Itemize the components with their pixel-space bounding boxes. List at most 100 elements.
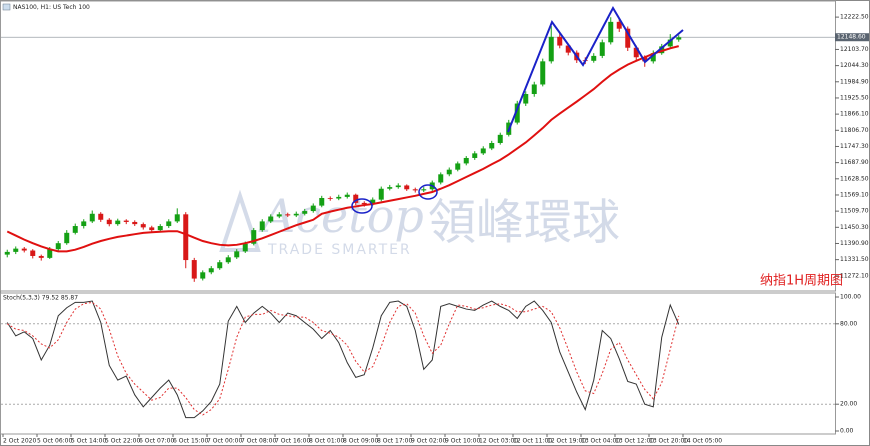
candle-body — [47, 249, 53, 258]
candle-body — [599, 42, 605, 56]
candle-body — [132, 221, 138, 225]
y-tick-label: 12044.30 — [840, 62, 869, 69]
candle-body — [472, 153, 478, 158]
x-tick-label: 8 Oct 17:00 — [377, 438, 412, 445]
y-tick-label: 12103.70 — [840, 46, 869, 53]
y-tick-label: 12222.50 — [840, 14, 869, 21]
candle-body — [13, 248, 19, 252]
candle-body — [64, 232, 70, 244]
candle-body — [55, 243, 61, 250]
candle-body — [548, 36, 554, 62]
y-tick-label: 11628.50 — [840, 175, 869, 182]
x-tick-label: 13 Oct 04:00 — [581, 438, 620, 445]
candle-body — [540, 61, 546, 85]
candle-body — [463, 157, 469, 164]
candle-body — [514, 103, 520, 123]
candle-body — [123, 220, 129, 222]
candle-body — [344, 194, 350, 197]
x-tick-label: 7 Oct 08:00 — [241, 438, 276, 445]
candle-body — [259, 221, 265, 231]
candle-body — [591, 55, 597, 61]
stoch-line — [6, 300, 680, 419]
x-tick-label: 8 Oct 01:00 — [309, 438, 344, 445]
y-tick-label: 100.00 — [840, 294, 861, 301]
candle-body — [421, 189, 427, 191]
candle-body — [38, 255, 44, 258]
candle-body — [217, 262, 223, 269]
watermark: Acetop TRADE SMARTER 領峰環球 — [219, 189, 620, 258]
candle-body — [4, 251, 10, 255]
candle-body — [200, 272, 206, 279]
y-tick-label: 11509.70 — [840, 208, 869, 215]
candle-body — [140, 224, 146, 228]
x-tick-label: 13 Oct 20:00 — [649, 438, 688, 445]
candle-body — [370, 199, 376, 205]
candle-body — [319, 197, 325, 206]
x-tick-label: 5 Oct 06:00 — [37, 438, 72, 445]
candle-body — [191, 260, 197, 279]
candle-body — [480, 148, 486, 154]
candle-body — [89, 213, 95, 222]
candle-body — [455, 163, 461, 170]
candle-body — [531, 84, 537, 95]
x-tick-label: 8 Oct 09:00 — [343, 438, 378, 445]
candle-body — [404, 185, 410, 190]
candle-body — [149, 227, 155, 231]
x-tick-label: 12 Oct 11:00 — [513, 438, 552, 445]
y-tick-label: 20.00 — [840, 401, 857, 408]
moving-average — [6, 45, 679, 253]
candle-body — [565, 45, 571, 53]
y-tick-label: 11687.90 — [840, 159, 869, 166]
y-tick-label: 11390.90 — [840, 240, 869, 247]
x-tick-label: 9 Oct 02:00 — [411, 438, 446, 445]
y-tick-label: 0.00 — [840, 428, 854, 435]
candle-body — [302, 211, 308, 214]
x-tick-label: 6 Oct 15:00 — [173, 438, 208, 445]
x-tick-label: 12 Oct 03:00 — [479, 438, 518, 445]
x-tick-label: 7 Oct 16:00 — [275, 438, 310, 445]
chart-title: NAS100, H1: US Tech 100 — [13, 4, 90, 11]
y-tick-label: 11747.30 — [840, 143, 869, 150]
candle-body — [183, 214, 189, 261]
x-tick-label: 14 Oct 05:00 — [683, 438, 722, 445]
candle-body — [557, 36, 563, 46]
candle-body — [81, 221, 87, 227]
y-tick-label: 11806.70 — [840, 127, 869, 134]
candle-body — [285, 214, 291, 216]
candle-body — [30, 250, 36, 256]
double-top-line — [507, 5, 684, 133]
x-tick-label: 7 Oct 00:00 — [207, 438, 242, 445]
candle-body — [251, 230, 257, 244]
y-tick-label: 80.00 — [840, 320, 857, 327]
y-tick-label: 11569.10 — [840, 191, 869, 198]
x-tick-label: 5 Oct 22:00 — [105, 438, 140, 445]
x-tick-label: 9 Oct 10:00 — [445, 438, 480, 445]
price-label-box — [835, 33, 869, 42]
candle-body — [353, 194, 359, 203]
circle-mark — [418, 184, 438, 200]
candle-body — [387, 187, 393, 189]
candle-body — [327, 197, 333, 199]
circle-mark — [351, 198, 373, 214]
candle-body — [659, 46, 665, 54]
stoch-panel — [0, 292, 836, 435]
y-tick-label: 11450.30 — [840, 224, 869, 231]
candle-body — [633, 47, 639, 58]
x-tick-label: 12 Oct 19:00 — [547, 438, 586, 445]
candle-body — [242, 243, 248, 252]
candle-body — [166, 221, 172, 227]
price-label: 12148.60 — [837, 34, 866, 41]
candle-body — [395, 185, 401, 188]
x-tick-label: 13 Oct 12:00 — [615, 438, 654, 445]
y-tick-label: 11272.10 — [840, 272, 869, 279]
candle-body — [497, 134, 503, 144]
chart-icon — [2, 3, 11, 11]
candle-body — [21, 248, 27, 251]
y-tick-label: 11331.50 — [840, 256, 869, 263]
watermark-slogan: TRADE SMARTER — [267, 242, 412, 258]
candle-body — [276, 214, 282, 217]
x-tick-label: 6 Oct 07:00 — [139, 438, 174, 445]
candle-body — [523, 94, 529, 104]
x-tick-label: 2 Oct 2020 — [3, 438, 36, 445]
